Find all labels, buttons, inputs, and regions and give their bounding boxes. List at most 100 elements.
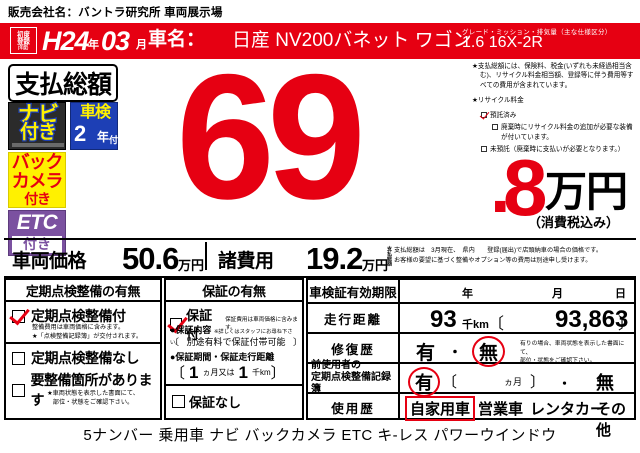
maintenance-record-months-unit: ヵ月 <box>504 377 523 387</box>
reg-badge-line3: (年度) <box>18 44 29 50</box>
inspection-fine-print: 整備費用は車両価格に含みます。 ★「点検整備記録簿」が交付されます。 <box>32 324 143 340</box>
recycle-option-label: 未預託（廃棄時に支払いが必要となります。） <box>490 146 625 154</box>
shaken-badge-years: 2 <box>74 121 87 146</box>
breakdown-note-line2: お客様の要望に基づく整備やオプション等の費用は別途申し受けます。 <box>394 256 592 264</box>
table-row: 前使用者の 定期点検整備記録簿 有 〔 ヵ月 〕 ・ 無 <box>308 360 634 397</box>
reg-badge-line2: 登録 <box>17 37 30 47</box>
breakdown-vertical-note: 支払総額 <box>386 246 392 266</box>
recycle-option-label: 預託済み <box>490 112 517 120</box>
checkbox-icon[interactable] <box>170 317 183 331</box>
usage-other[interactable]: その他 <box>596 401 627 439</box>
warranty-yes-note: 保証費用は車両価格に含みます。 <box>225 317 298 331</box>
warranty-content-value: 別途有料で保証付帯可能 <box>186 337 286 347</box>
warranty-period-row: 〔 1 ヵ月又は 1 千km 〕 <box>170 362 302 383</box>
bracket-open-icon: 〔 <box>442 374 458 391</box>
warranty-option-label: 保証付 <box>186 308 213 342</box>
usage-rental[interactable]: レンタカー <box>530 401 606 418</box>
bracket-close-icon: 〕 <box>292 337 302 347</box>
checkbox-icon[interactable] <box>12 383 25 397</box>
total-price-notes: ★支払総額には、保険料、税金(いずれも未経過相当含む)、リサイクル料金相当額、登… <box>472 62 638 157</box>
car-name-label: 車名： <box>148 29 206 50</box>
vehicle-price-label: 車両価格 <box>12 251 87 272</box>
vehicle-price-value: 50.6 <box>122 241 179 276</box>
recycle-option-not-deposited[interactable]: 未預託（廃棄時に支払いが必要となります。） <box>481 145 638 154</box>
navi-badge: ナビ 付き <box>8 102 66 150</box>
checkbox-icon[interactable] <box>12 351 25 365</box>
inspection-divider <box>6 342 160 344</box>
price-decimal: 8 <box>503 143 548 232</box>
mileage-exact: 93,863 <box>555 306 629 333</box>
recycle-option-label: 廃棄時にリサイクル料金の追加が必要な装備が付いています。 <box>501 124 633 141</box>
warranty-period-distance: 1 <box>238 362 248 382</box>
inspection-expiry-month: 月 <box>552 288 563 300</box>
inspection-panel: 定期点検整備の有無 定期点検整備付 整備費用は車両価格に含みます。 ★「点検整備… <box>4 278 162 420</box>
warranty-option-included[interactable]: 保証付 保証費用は車両価格に含みます。 <box>170 305 302 343</box>
inspection-expiry-day: 日 <box>615 288 626 300</box>
checkbox-icon[interactable] <box>481 112 487 119</box>
recycle-option-extra-equipment[interactable]: 廃棄時にリサイクル料金の追加が必要な装備が付いています。 <box>492 123 638 142</box>
fees-unit: 万円 <box>362 258 389 273</box>
mileage-value: 93 <box>430 306 457 333</box>
back-camera-line1: バック <box>11 152 64 172</box>
warranty-option-none[interactable]: 保証なし <box>172 392 241 411</box>
maintenance-record-no[interactable]: 無 <box>596 373 614 393</box>
inspection-option-none[interactable]: 定期点検整備なし <box>12 348 140 368</box>
dealer-name: バントラ研究所 車両展示場 <box>78 7 223 19</box>
warranty-period-label: ●保証期間・保証走行距離 <box>170 352 275 362</box>
month-unit: 月 <box>136 39 147 51</box>
bracket-close-icon: 〕 <box>618 316 635 333</box>
inspection-option-needs-repair[interactable]: 要整備箇所があります <box>12 370 160 410</box>
repair-history-note: 有りの場合、車両状態を表示した書面にて、 部位・状態をご確認下さい。 <box>520 341 625 364</box>
repair-history-no-selected[interactable]: 無 <box>471 336 506 367</box>
inspection-fine-print-2: ★車両状態を表示した書面にて、 部位・状態をご確認下さい。 <box>47 390 139 406</box>
model-month: 03 <box>101 26 130 56</box>
year-unit: 年 <box>88 39 99 51</box>
warranty-period-months: 1 <box>189 362 199 382</box>
table-row: 走行距離 93 千km 〔 93,863 〕 <box>308 304 634 334</box>
shaken-badge-unit: 年 <box>97 130 110 144</box>
header-bar <box>0 23 640 59</box>
fees-value: 19.2 <box>306 241 363 276</box>
checkbox-icon[interactable] <box>481 146 487 153</box>
warranty-period-distance-unit: 千km <box>251 368 271 377</box>
note-total-price: ★支払総額には、保険料、税金(いずれも未経過相当含む)、リサイクル料金相当額、登… <box>472 63 634 89</box>
checkbox-icon[interactable] <box>172 395 185 408</box>
equipment-line: 5ナンバー 乗用車 ナビ バックカメラ ETC キ-レス パワーウインドウ <box>83 427 557 444</box>
breakdown-note: 支払総額は 3月現在、 県内 登録(届出)で店頭納車の場合の価格です。 お客様の… <box>394 246 636 265</box>
table-row: 修復歴 有 ・ 無 有りの場合、車両状態を表示した書面にて、 部位・状態をご確認… <box>308 334 634 367</box>
row-label: 車検証有効期限 <box>308 280 400 302</box>
row-label: 修復歴 <box>308 334 400 362</box>
breakdown-divider <box>205 242 207 270</box>
warranty-option-label: 保証なし <box>189 395 242 410</box>
row-label: 走行距離 <box>308 304 400 332</box>
vehicle-info-table: 車検証有効期限 年 月 日 走行距離 93 千km 〔 93,863 〕 修復歴… <box>306 278 636 439</box>
warranty-content-label: ●保証内容 <box>170 325 212 335</box>
repair-history-yes[interactable]: 有 <box>416 343 436 364</box>
dealer-line: 販売会社名：バントラ研究所 車両展示場 <box>8 4 223 20</box>
recycle-option-deposited[interactable]: 預託済み <box>481 111 638 120</box>
warranty-content-row: ●保証内容 ※詳しくはスタッフにお尋ね下さい。 <box>170 323 302 346</box>
shaken-badge-suffix: 付 <box>109 135 119 145</box>
maintenance-record-yes-selected[interactable]: 有 <box>408 367 440 397</box>
row-label: 使用歴 <box>308 394 400 420</box>
vehicle-price-unit: 万円 <box>178 258 205 273</box>
shaken-badge-line1: 車検 <box>79 104 111 121</box>
checkbox-icon[interactable] <box>492 124 498 131</box>
navi-badge-line1: ナビ <box>17 102 61 128</box>
bracket-open-icon: 〔 <box>170 337 180 347</box>
inspection-option-included[interactable]: 定期点検整備付 <box>12 306 126 326</box>
usage-private-selected[interactable]: 自家用車 <box>404 396 476 421</box>
warranty-period-months-unit: ヵ月又は <box>202 368 235 377</box>
table-row: 車検証有効期限 年 月 日 <box>308 280 634 304</box>
car-name-value: 日産 NV200バネット ワゴン <box>232 30 472 51</box>
separator-dot: ・ <box>448 344 462 360</box>
etc-badge-line1: ETC <box>16 211 58 234</box>
usage-commercial[interactable]: 営業車 <box>478 401 524 418</box>
back-camera-line2: カメラ <box>11 171 64 191</box>
checkbox-icon[interactable] <box>12 309 25 323</box>
warranty-panel: 保証の有無 保証付 保証費用は車両価格に含みます。 ●保証内容 ※詳しくはスタッ… <box>164 278 304 420</box>
note-recycle-title: ★リサイクル料金 <box>472 96 524 104</box>
etc-badge-line2: 付き <box>12 236 62 253</box>
shaken-badge: 車検 2 年 付 <box>70 102 118 150</box>
